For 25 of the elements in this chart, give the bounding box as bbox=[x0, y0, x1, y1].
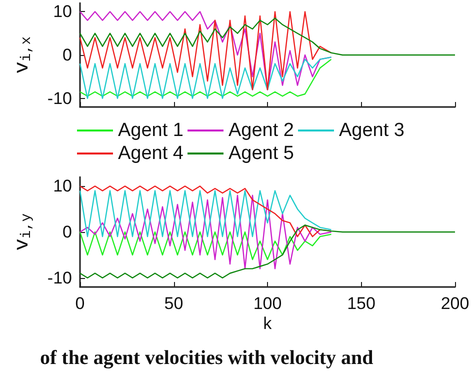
x-tick-label: 150 bbox=[347, 294, 376, 313]
y-tick-label: 10 bbox=[53, 2, 72, 22]
line-series bbox=[79, 224, 456, 278]
line-series bbox=[79, 194, 332, 270]
legend-label: Agent 2 bbox=[228, 120, 294, 141]
y-tick-label: 10 bbox=[53, 176, 72, 196]
legend-label: Agent 1 bbox=[118, 120, 184, 141]
y-axis-title: vi,x bbox=[12, 36, 35, 74]
x-tick-label: 200 bbox=[440, 294, 470, 313]
x-axis-title: k bbox=[262, 316, 273, 335]
line-series bbox=[79, 11, 332, 90]
y-tick-label: -10 bbox=[47, 268, 72, 288]
x-tick-label: 50 bbox=[164, 294, 184, 313]
y-tick-label: -10 bbox=[47, 88, 72, 108]
y-tick-label: 0 bbox=[62, 46, 72, 64]
x-tick-label: 100 bbox=[253, 294, 282, 313]
y-axis-title: vi,y bbox=[12, 213, 35, 251]
legend-label: Agent 4 bbox=[118, 143, 184, 164]
line-series bbox=[79, 231, 332, 260]
legend-label: Agent 5 bbox=[228, 143, 294, 164]
line-series bbox=[79, 18, 456, 56]
legend-label: Agent 3 bbox=[338, 120, 404, 141]
text: of the agent velocities with velocity and bbox=[40, 347, 374, 369]
y-tick-label: 0 bbox=[62, 222, 72, 242]
x-tick-label: 0 bbox=[75, 294, 85, 313]
